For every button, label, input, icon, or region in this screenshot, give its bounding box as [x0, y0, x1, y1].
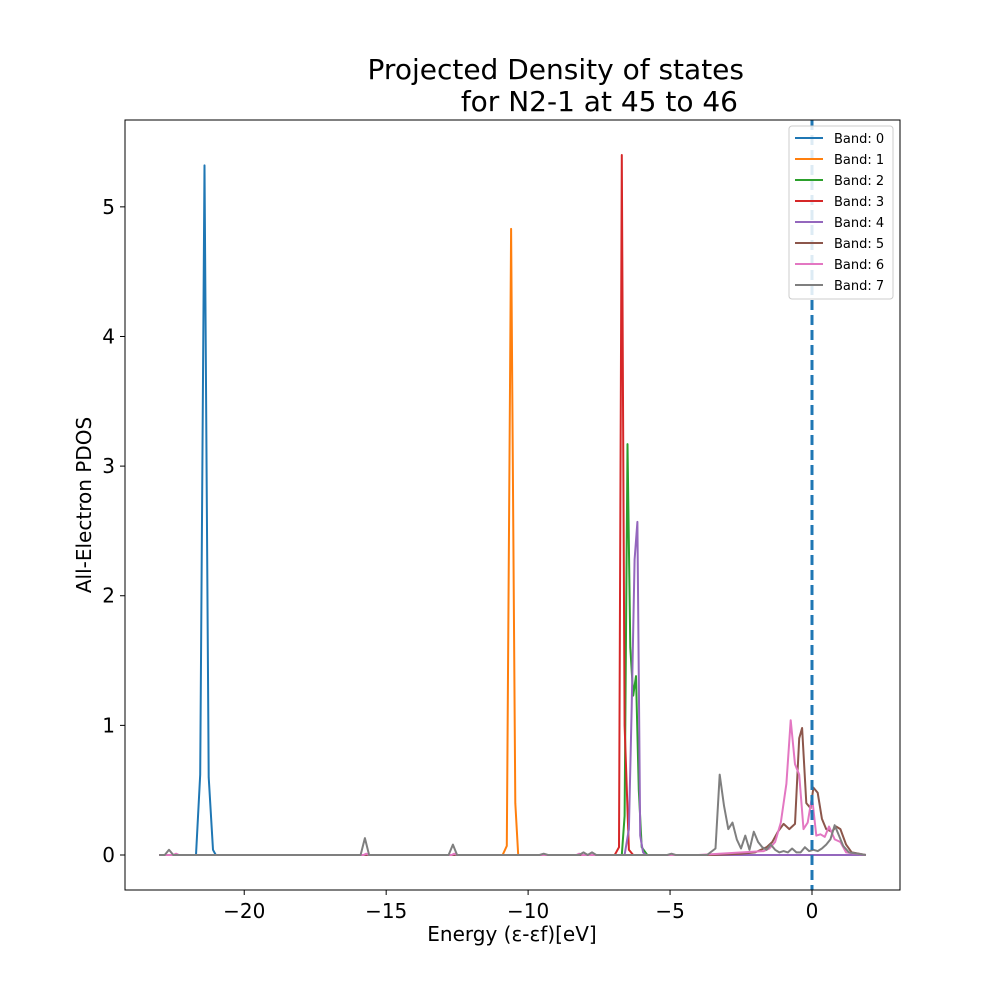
y-tick-label: 4 — [102, 324, 115, 348]
legend: Band: 0 Band: 1 Band: 2 Band: 3 Band: 4 Band:… — [788, 125, 894, 300]
y-tick-label: 1 — [102, 713, 115, 737]
x-tick-label: −15 — [365, 899, 407, 923]
x-axis-ticks: −20 −15 −10 −5 0 — [223, 890, 818, 923]
legend-label-band-3: Band: 3 — [834, 195, 884, 210]
chart-title-line-2: for N2-1 at 45 to 46 — [461, 85, 738, 118]
y-tick-label: 2 — [102, 584, 115, 608]
y-axis-ticks: 0 1 2 3 4 5 — [102, 195, 125, 867]
chart-title-line-1: Projected Density of states — [368, 53, 744, 86]
x-tick-label: −20 — [223, 899, 265, 923]
y-tick-label: 3 — [102, 454, 115, 478]
legend-label-band-2: Band: 2 — [834, 174, 884, 189]
legend-label-band-1: Band: 1 — [834, 153, 884, 168]
chart-title: Projected Density of states for N2-1 at … — [368, 53, 744, 118]
series-layer — [159, 154, 867, 856]
legend-label-band-6: Band: 6 — [834, 258, 884, 273]
x-tick-label: −10 — [507, 899, 549, 923]
legend-label-band-4: Band: 4 — [834, 216, 884, 231]
legend-label-band-7: Band: 7 — [834, 279, 884, 294]
x-axis-label: Energy (ε-εf)[eV] — [427, 922, 596, 946]
legend-label-band-0: Band: 0 — [834, 132, 884, 147]
x-tick-label: −5 — [655, 899, 684, 923]
plot-frame — [124, 119, 901, 891]
legend-box — [788, 125, 894, 300]
series-line-band-4 — [159, 520, 866, 856]
series-line-band-7 — [159, 773, 867, 856]
series-line-band-6 — [159, 719, 867, 856]
y-tick-label: 0 — [102, 843, 115, 867]
y-axis-label: All-Electron PDOS — [72, 417, 96, 593]
y-tick-label: 5 — [102, 195, 115, 219]
x-tick-label: 0 — [806, 899, 819, 923]
legend-label-band-5: Band: 5 — [834, 237, 884, 252]
